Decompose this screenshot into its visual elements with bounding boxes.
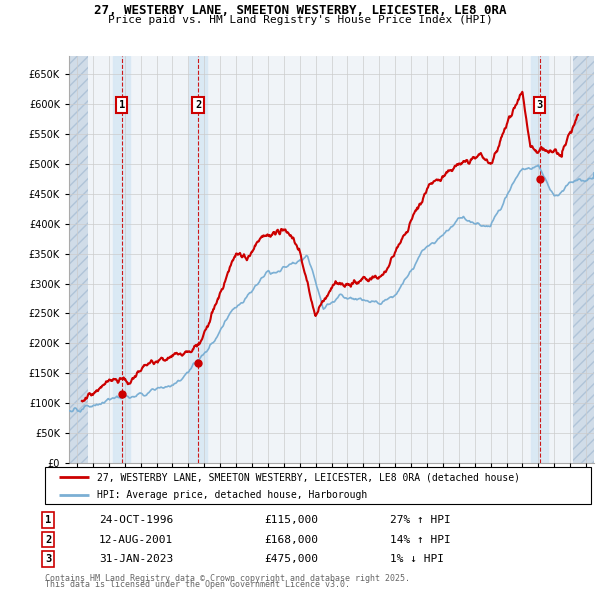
Text: 1% ↓ HPI: 1% ↓ HPI (390, 554, 444, 564)
Bar (113, 56, 130, 463)
Text: Contains HM Land Registry data © Crown copyright and database right 2025.: Contains HM Land Registry data © Crown c… (45, 574, 410, 583)
Bar (190, 56, 207, 463)
Text: 27% ↑ HPI: 27% ↑ HPI (390, 515, 451, 525)
Text: 12-AUG-2001: 12-AUG-2001 (99, 535, 173, 545)
Text: £168,000: £168,000 (264, 535, 318, 545)
Text: 2: 2 (195, 100, 202, 110)
Text: 27, WESTERBY LANE, SMEETON WESTERBY, LEICESTER, LE8 0RA (detached house): 27, WESTERBY LANE, SMEETON WESTERBY, LEI… (97, 473, 520, 482)
Text: Price paid vs. HM Land Registry's House Price Index (HPI): Price paid vs. HM Land Registry's House … (107, 15, 493, 25)
Text: 1: 1 (119, 100, 125, 110)
Text: 1: 1 (45, 515, 51, 525)
Bar (574, 56, 594, 463)
Text: HPI: Average price, detached house, Harborough: HPI: Average price, detached house, Harb… (97, 490, 367, 500)
Text: 3: 3 (536, 100, 543, 110)
FancyBboxPatch shape (45, 467, 591, 504)
Text: 14% ↑ HPI: 14% ↑ HPI (390, 535, 451, 545)
Text: 24-OCT-1996: 24-OCT-1996 (99, 515, 173, 525)
Bar (531, 56, 548, 463)
Text: 3: 3 (45, 554, 51, 564)
Bar (69, 56, 88, 463)
Text: £475,000: £475,000 (264, 554, 318, 564)
Text: £115,000: £115,000 (264, 515, 318, 525)
Text: 27, WESTERBY LANE, SMEETON WESTERBY, LEICESTER, LE8 0RA: 27, WESTERBY LANE, SMEETON WESTERBY, LEI… (94, 4, 506, 17)
Text: 2: 2 (45, 535, 51, 545)
Text: This data is licensed under the Open Government Licence v3.0.: This data is licensed under the Open Gov… (45, 581, 350, 589)
Text: 31-JAN-2023: 31-JAN-2023 (99, 554, 173, 564)
